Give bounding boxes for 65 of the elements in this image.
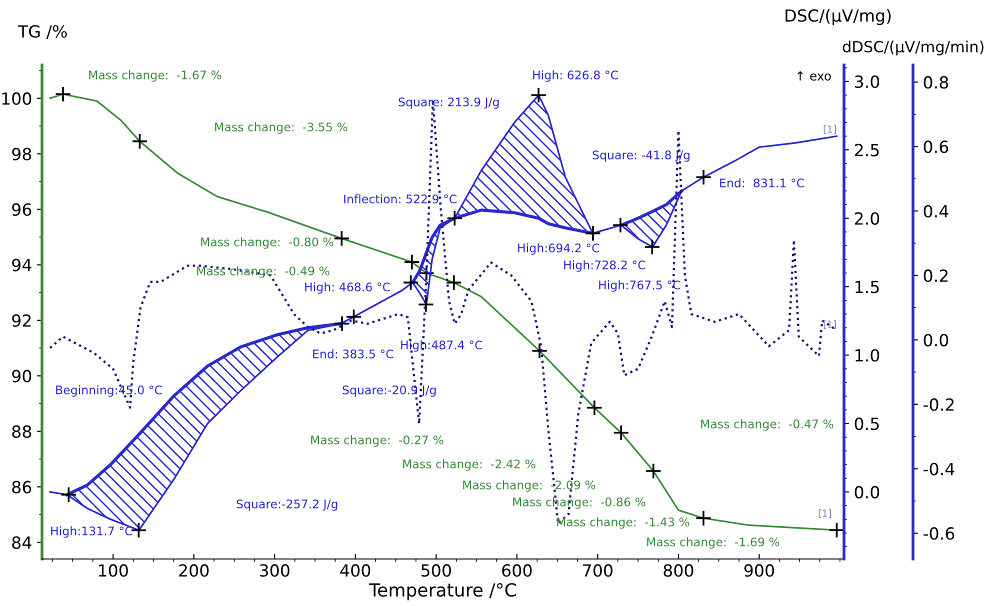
x-tick-label: 800: [664, 564, 694, 577]
annotation: Square:-20.9 J/g: [342, 385, 436, 397]
annotation: [1]: [818, 509, 831, 518]
x-tick-label: 200: [179, 564, 209, 577]
annotation: ↑ exo: [798, 71, 831, 81]
annotation: Mass change: -0.80 %: [201, 237, 334, 249]
annotation: Beginning:45.0 °C: [56, 385, 162, 397]
y2-tick-label: 3.0: [854, 75, 880, 88]
y-tick-label: 84: [12, 536, 32, 549]
y2-tick-label: 1.0: [856, 349, 880, 362]
y2-tick-label: 1.5: [856, 280, 879, 294]
y-tick-label: 92: [12, 314, 31, 327]
x-tick-label: 300: [260, 564, 290, 577]
y3-tick-label: 0.0: [924, 334, 948, 346]
y3-axis-title: dDSC/(μV/mg/min): [842, 40, 984, 56]
annotation: Square: 213.9 J/g: [398, 97, 499, 109]
annotation: Mass change: -2.09 %: [463, 480, 596, 492]
x-tick-label: 100: [99, 564, 128, 577]
annotation: End: 383.5 °C: [313, 349, 394, 358]
annotation: [1]: [824, 125, 836, 134]
y-tick-label: 94: [12, 258, 32, 272]
annotation: High:767.5 °C: [599, 280, 680, 292]
y-tick-label: 88: [12, 425, 32, 438]
annotation: Mass change: -0.27 %: [311, 435, 444, 447]
y3-tick-label: 0.2: [924, 269, 948, 282]
x-tick-label: 400: [340, 564, 370, 577]
annotation: Square:-257.2 J/g: [236, 499, 338, 511]
annotation: High:728.2 °C: [564, 260, 646, 272]
y3-tick-label: 0.6: [924, 140, 948, 154]
annotation: Mass change: -1.69 %: [647, 537, 780, 549]
y3-tick-label: -0.4: [924, 462, 954, 476]
x-tick-label: 700: [583, 564, 612, 577]
annotation: Mass change: -2.42 %: [403, 459, 536, 471]
x-tick-label: 900: [744, 564, 774, 577]
x-axis-title: Temperature /°C: [369, 583, 516, 600]
y2-tick-label: 0.5: [854, 417, 879, 430]
y-axis-title: TG /%: [18, 25, 67, 40]
y2-tick-label: 2.5: [854, 144, 879, 156]
annotation: High:487.4 °C: [401, 340, 482, 352]
annotation: Inflection: 522.9 °C: [344, 194, 457, 204]
y2-axis-title: DSC/(μV/mg): [786, 8, 891, 26]
y-tick-label: 98: [12, 148, 32, 160]
annotation: Square: -41.8 J/g: [592, 150, 690, 162]
y3-tick-label: 0.4: [924, 204, 948, 218]
annotation: End: 831.1 °C: [720, 178, 804, 188]
annotation: Mass change: -3.55 %: [215, 122, 348, 134]
y2-tick-label: 2.0: [854, 212, 880, 225]
x-tick-label: 500: [422, 564, 451, 577]
annotation: Mass change: -1.43 %: [557, 517, 690, 529]
y3-tick-label: -0.2: [924, 398, 954, 411]
annotation: High: 626.8 °C: [533, 70, 618, 82]
y-tick-label: 90: [12, 370, 32, 382]
annotation: High:694.2 °C: [518, 243, 600, 255]
annotation: Mass change: -0.86 %: [513, 497, 646, 509]
y3-tick-label: -0.6: [924, 527, 954, 540]
annotation: Mass change: -1.67 %: [89, 70, 222, 82]
x-tick-label: 600: [502, 564, 532, 577]
y2-tick-label: 0.0: [854, 486, 880, 499]
y3-tick-label: 0.8: [924, 76, 948, 89]
annotation: Mass change: -0.47 %: [701, 419, 834, 431]
y-tick-label: 86: [12, 480, 32, 494]
annotation: [1]: [824, 320, 836, 329]
annotation: High: 468.6 °C: [305, 282, 390, 294]
y-tick-label: 96: [12, 203, 32, 216]
y-tick-label: 100: [2, 92, 32, 105]
